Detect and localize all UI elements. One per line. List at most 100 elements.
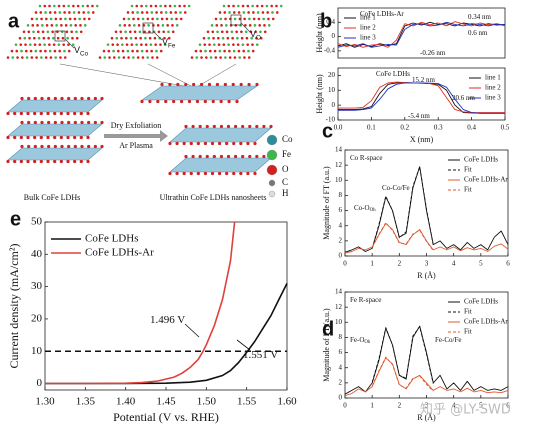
atom	[40, 144, 44, 149]
atom	[98, 56, 102, 59]
atom	[248, 154, 252, 159]
atom	[159, 49, 163, 53]
legend-atom	[266, 149, 278, 161]
atom	[87, 11, 90, 14]
atom	[73, 17, 77, 21]
process-label: Ar Plasma	[119, 141, 153, 150]
atom	[231, 82, 235, 87]
atom	[240, 36, 244, 40]
y-tick-label: 0	[339, 252, 343, 260]
atom	[218, 49, 222, 53]
atom	[86, 4, 89, 8]
atom	[155, 49, 158, 53]
atom	[19, 135, 23, 140]
atom	[48, 4, 51, 8]
atom	[191, 154, 195, 159]
legend-atom	[266, 164, 278, 176]
annotation-sub: Oh	[364, 340, 371, 345]
legend-label: line 1	[360, 14, 376, 22]
legend-label: O	[282, 164, 289, 174]
atom	[80, 120, 84, 125]
annotation: 15.2 nm	[412, 76, 436, 84]
x-tick-label: 3	[425, 402, 429, 410]
y-tick-label: 30	[31, 280, 43, 292]
vacancy-leader	[64, 38, 75, 49]
atom	[100, 144, 104, 149]
legend-label: CoFe LDHs	[464, 298, 498, 306]
atom	[49, 17, 53, 21]
atom	[252, 11, 255, 14]
atom	[36, 24, 39, 27]
atom	[132, 17, 135, 21]
atom	[247, 11, 250, 14]
atom	[33, 120, 37, 125]
atom	[115, 36, 119, 40]
legend-label: line 2	[485, 84, 501, 92]
atom	[154, 4, 158, 8]
atom	[58, 49, 61, 53]
atom	[198, 124, 202, 129]
atom	[127, 17, 131, 21]
atom	[119, 30, 123, 34]
y-tick-label: 12	[335, 161, 343, 169]
atom	[20, 96, 24, 101]
atom	[210, 141, 215, 146]
atom	[224, 56, 227, 59]
atom	[59, 135, 63, 140]
atom	[161, 24, 165, 27]
x-tick-label: 0.0	[334, 124, 343, 132]
atom	[146, 17, 150, 21]
atom	[140, 4, 143, 8]
atom	[246, 171, 250, 176]
atom	[170, 17, 173, 21]
atom	[146, 56, 149, 59]
atom	[266, 11, 269, 14]
annotation: Fe-OOh	[350, 336, 371, 346]
atom	[237, 4, 240, 8]
atom	[127, 56, 130, 59]
annotation-main: 0.6 nm	[468, 29, 488, 37]
atom	[93, 96, 97, 101]
x-axis-label: R (Å)	[417, 413, 436, 422]
x-tick-label: 4	[452, 260, 456, 268]
atom	[130, 4, 134, 8]
atom	[38, 43, 42, 46]
atom	[132, 56, 135, 59]
atom	[113, 56, 116, 59]
atom	[236, 36, 239, 40]
atom	[51, 30, 54, 34]
atom	[204, 49, 207, 53]
y-tick-label: 10	[31, 345, 43, 357]
atom	[80, 96, 84, 101]
atom	[179, 11, 182, 14]
atom	[240, 30, 243, 34]
atom	[39, 159, 43, 164]
atom	[251, 49, 255, 53]
atom	[223, 82, 227, 87]
panel-label: b	[320, 10, 332, 32]
y-tick-label: 4	[339, 221, 343, 229]
atom	[59, 56, 62, 59]
atom	[237, 49, 241, 53]
atom	[233, 154, 238, 159]
atom	[221, 36, 225, 40]
atom	[233, 11, 236, 14]
atom	[33, 144, 37, 149]
panel-label: d	[322, 318, 334, 340]
annotation-sub: Oh	[370, 208, 377, 213]
x-tick-label: 6	[506, 402, 510, 410]
atom	[19, 43, 23, 46]
atom	[213, 43, 216, 46]
y-tick-label: 40	[31, 248, 43, 260]
bulk-label: Bulk CoFe LDHs	[24, 193, 80, 202]
atom	[214, 56, 218, 59]
annotation-main: 1.496 V	[150, 314, 185, 326]
atom	[110, 36, 114, 40]
legend-label: CoFe LDHs-Ar	[464, 318, 508, 326]
atom	[49, 56, 53, 59]
atom	[164, 11, 168, 14]
atom	[63, 11, 66, 14]
x-tick-label: 1.45	[156, 396, 176, 408]
atom	[67, 120, 71, 125]
atom	[62, 43, 65, 46]
